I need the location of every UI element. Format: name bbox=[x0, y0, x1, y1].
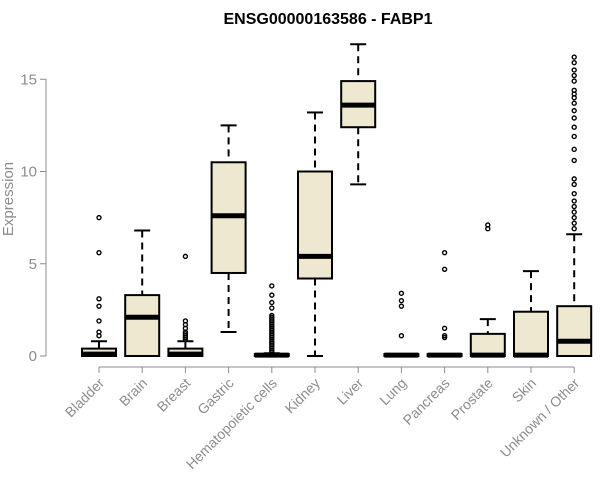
outlier-unknown-other-4 bbox=[571, 203, 577, 210]
box-group-kidney bbox=[297, 111, 333, 357]
box-skin bbox=[513, 310, 549, 357]
outlier-unknown-other-21 bbox=[571, 67, 577, 73]
outlier-lung-1 bbox=[398, 303, 405, 309]
x-tick-label-brain: Brain bbox=[116, 375, 150, 409]
outlier-unknown-other-18 bbox=[571, 87, 577, 94]
y-axis: 0 5 10 15 bbox=[20, 71, 47, 365]
x-tick-label-gastric: Gastric bbox=[194, 375, 237, 418]
box-unknown-other bbox=[556, 305, 593, 357]
outlier-unknown-other-13 bbox=[571, 115, 577, 121]
outlier-unknown-other-10 bbox=[571, 146, 577, 153]
outlier-hematopoietic-cells-20 bbox=[269, 312, 275, 319]
outlier-bladder-5 bbox=[96, 249, 102, 256]
outlier-breast-3 bbox=[182, 331, 189, 337]
outlier-breast-8 bbox=[182, 253, 189, 260]
x-tick-label-bladder: Bladder bbox=[62, 375, 108, 421]
box-group-pancreas bbox=[426, 249, 463, 358]
outlier-unknown-other-6 bbox=[571, 190, 577, 197]
x-tick-label-unknown-other: Unknown / Other bbox=[497, 375, 583, 461]
y-tick-label-10: 10 bbox=[20, 164, 37, 181]
boxes-group bbox=[81, 43, 593, 358]
outlier-breast-7 bbox=[182, 318, 189, 324]
outlier-unknown-other-23 bbox=[571, 54, 577, 60]
outlier-unknown-other-19 bbox=[571, 78, 577, 84]
y-tick-label-5: 5 bbox=[29, 256, 37, 273]
box-group-gastric bbox=[210, 124, 247, 334]
outlier-prostate-1 bbox=[485, 222, 491, 228]
box-group-hematopoietic-cells bbox=[253, 283, 290, 358]
outlier-unknown-other-14 bbox=[571, 107, 577, 114]
box-group-liver bbox=[340, 43, 377, 186]
y-axis-label: Expression bbox=[0, 162, 17, 236]
outlier-lung-0 bbox=[398, 333, 405, 339]
outlier-unknown-other-8 bbox=[571, 176, 577, 182]
outlier-pancreas-0 bbox=[441, 334, 448, 341]
box-group-lung bbox=[383, 290, 420, 358]
outlier-bladder-6 bbox=[96, 214, 102, 221]
y-tick-label-0: 0 bbox=[29, 348, 37, 365]
outlier-unknown-other-1 bbox=[571, 220, 577, 226]
box-group-skin bbox=[513, 270, 549, 358]
outlier-hematopoietic-cells-23 bbox=[269, 292, 275, 298]
outlier-bladder-3 bbox=[96, 303, 102, 309]
outlier-hematopoietic-cells-19 bbox=[269, 314, 275, 320]
y-tick-label-15: 15 bbox=[20, 71, 37, 88]
outlier-unknown-other-9 bbox=[571, 157, 577, 164]
outlier-pancreas-3 bbox=[441, 266, 448, 272]
x-tick-label-kidney: Kidney bbox=[282, 375, 324, 417]
outlier-pancreas-2 bbox=[441, 325, 448, 332]
outlier-unknown-other-12 bbox=[571, 124, 577, 130]
outlier-unknown-other-22 bbox=[571, 59, 577, 66]
outlier-lung-3 bbox=[398, 290, 405, 296]
outlier-hematopoietic-cells-21 bbox=[269, 305, 275, 311]
outlier-unknown-other-5 bbox=[571, 198, 577, 204]
x-tick-label-breast: Breast bbox=[154, 375, 194, 415]
outlier-unknown-other-2 bbox=[571, 214, 577, 221]
box-kidney bbox=[297, 170, 333, 280]
box-brain bbox=[124, 294, 161, 357]
outlier-unknown-other-3 bbox=[571, 209, 577, 215]
outlier-pancreas-1 bbox=[441, 333, 448, 339]
x-tick-label-pancreas: Pancreas bbox=[400, 375, 453, 428]
x-tick-label-skin: Skin bbox=[509, 375, 540, 406]
box-group-unknown-other bbox=[556, 54, 593, 357]
outlier-unknown-other-0 bbox=[571, 225, 577, 232]
x-tick-label-lung: Lung bbox=[376, 375, 409, 408]
outlier-unknown-other-7 bbox=[571, 181, 577, 188]
x-tick-label-liver: Liver bbox=[334, 375, 367, 408]
box-group-prostate bbox=[469, 222, 506, 358]
outlier-lung-2 bbox=[398, 297, 405, 304]
outlier-bladder-2 bbox=[96, 318, 102, 324]
outlier-bladder-1 bbox=[96, 329, 102, 335]
outlier-hematopoietic-cells-24 bbox=[269, 283, 275, 289]
chart-title: ENSG00000163586 - FABP1 bbox=[223, 11, 432, 28]
outlier-unknown-other-11 bbox=[571, 133, 577, 140]
outlier-bladder-4 bbox=[96, 296, 102, 302]
outlier-unknown-other-20 bbox=[571, 72, 577, 79]
x-tick-label-prostate: Prostate bbox=[448, 375, 496, 423]
outlier-unknown-other-15 bbox=[571, 100, 577, 106]
box-group-breast bbox=[167, 253, 204, 357]
outlier-hematopoietic-cells-22 bbox=[269, 299, 275, 306]
box-group-bladder bbox=[81, 214, 117, 357]
box-group-brain bbox=[124, 229, 161, 357]
outlier-pancreas-4 bbox=[441, 249, 448, 256]
